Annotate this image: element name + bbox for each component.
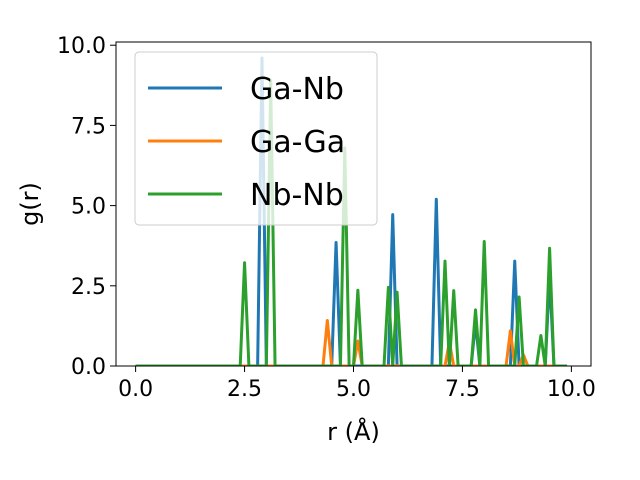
x-axis: 0.0 2.5 5.0 7.5 10.0 bbox=[118, 366, 596, 402]
x-axis-label: r (Å) bbox=[327, 417, 380, 446]
y-tick-label: 10.0 bbox=[57, 34, 106, 59]
legend-label: Ga-Ga bbox=[250, 125, 345, 160]
legend: Ga-Nb Ga-Ga Nb-Nb bbox=[134, 51, 378, 226]
x-tick-label: 7.5 bbox=[445, 377, 480, 402]
legend-label: Nb-Nb bbox=[250, 178, 344, 213]
x-tick-label: 10.0 bbox=[547, 377, 596, 402]
y-axis-label: g(r) bbox=[16, 182, 44, 226]
legend-box bbox=[134, 51, 378, 226]
y-tick-label: 2.5 bbox=[71, 275, 106, 300]
y-tick-label: 0.0 bbox=[71, 355, 106, 380]
x-tick-label: 2.5 bbox=[227, 377, 262, 402]
y-tick-label: 7.5 bbox=[71, 114, 106, 139]
y-axis: 0.0 2.5 5.0 7.5 10.0 bbox=[57, 34, 116, 380]
x-tick-label: 5.0 bbox=[336, 377, 371, 402]
series-line-ga-nb bbox=[135, 56, 568, 366]
legend-label: Ga-Nb bbox=[250, 72, 344, 107]
y-tick-label: 5.0 bbox=[71, 195, 106, 220]
x-tick-label: 0.0 bbox=[118, 377, 153, 402]
plot-area bbox=[135, 56, 568, 366]
